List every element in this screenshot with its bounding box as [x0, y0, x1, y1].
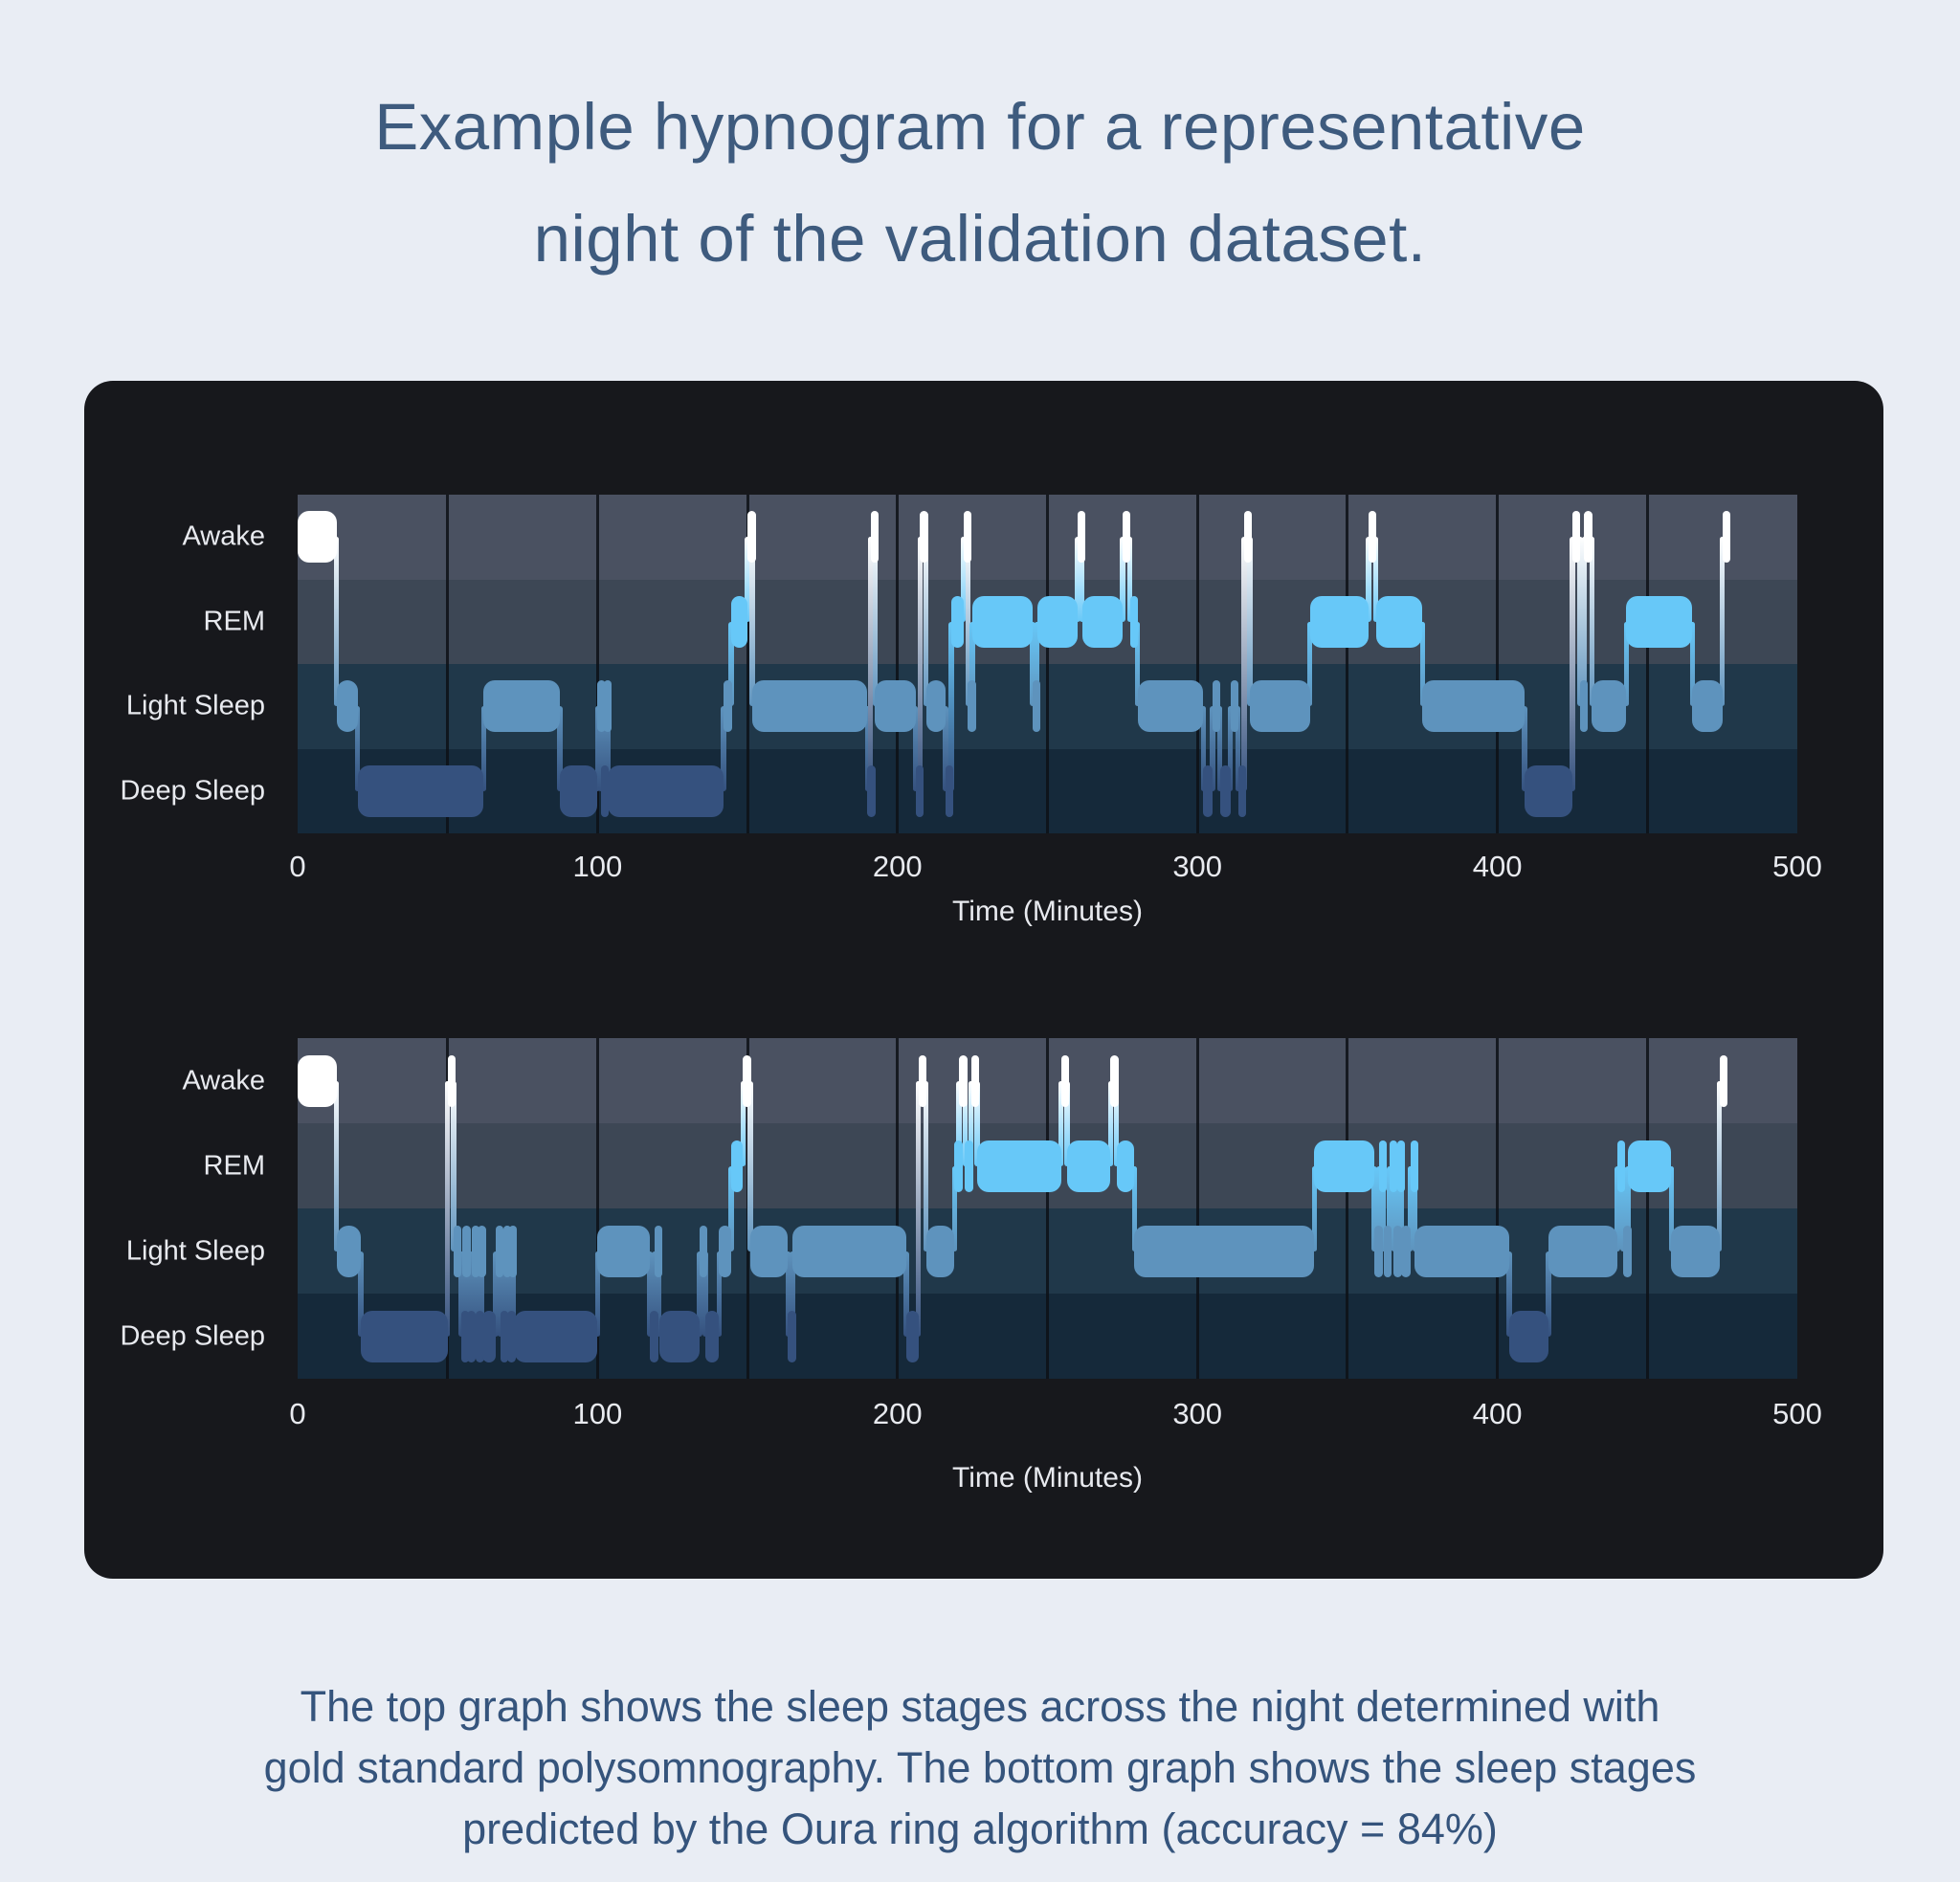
- page-title-line1: Example hypnogram for a representative: [374, 90, 1586, 164]
- figure-caption-line2: gold standard polysomnography. The botto…: [263, 1743, 1697, 1792]
- figure-caption-line3: predicted by the Oura ring algorithm (ac…: [462, 1805, 1498, 1853]
- page-title: Example hypnogram for a representative n…: [0, 71, 1960, 295]
- figure-caption: The top graph shows the sleep stages acr…: [0, 1676, 1960, 1860]
- figure-caption-line1: The top graph shows the sleep stages acr…: [300, 1682, 1660, 1731]
- hypnogram-card: [84, 381, 1883, 1579]
- page-title-line2: night of the validation dataset.: [533, 202, 1427, 276]
